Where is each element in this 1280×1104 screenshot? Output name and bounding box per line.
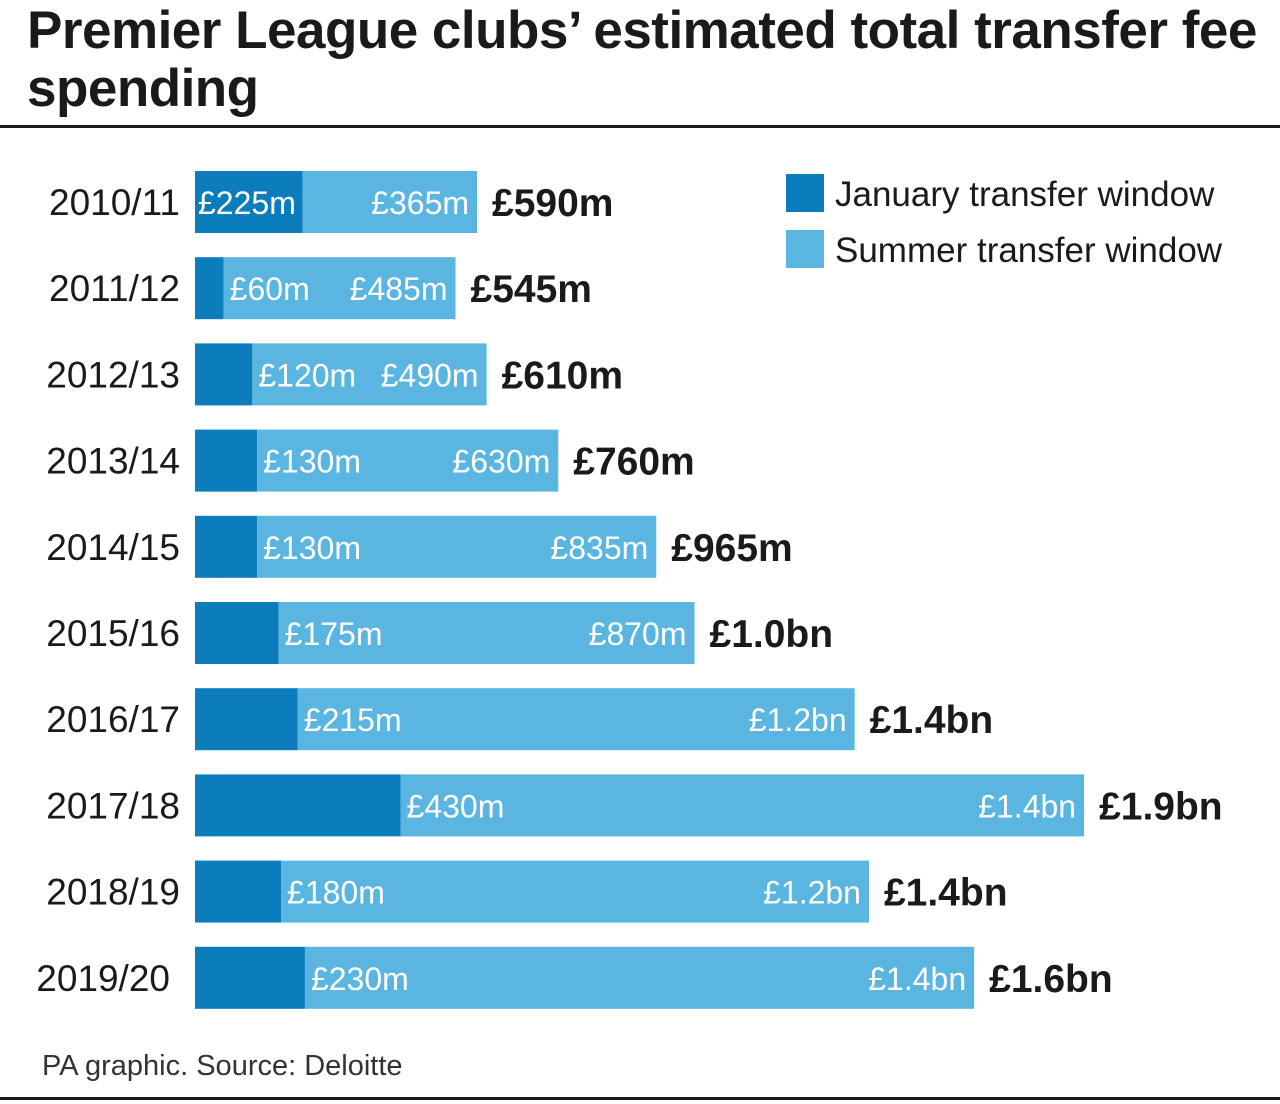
data-label-summer: £490m bbox=[381, 357, 479, 393]
data-label-summer: £1.2bn bbox=[763, 875, 861, 911]
category-label: 2012/13 bbox=[46, 354, 180, 395]
data-label-total: £1.0bn bbox=[710, 613, 834, 656]
data-label-january: £120m bbox=[258, 357, 356, 393]
bar-summer bbox=[257, 515, 657, 578]
bottom-rule bbox=[0, 1097, 1280, 1100]
data-label-total: £965m bbox=[671, 527, 792, 570]
category-label: 2010/11 bbox=[49, 182, 180, 223]
bar-summer bbox=[400, 774, 1085, 837]
source-note: PA graphic. Source: Deloitte bbox=[42, 1050, 403, 1082]
data-label-total: £1.6bn bbox=[989, 958, 1113, 1001]
category-label: 2018/19 bbox=[46, 872, 180, 913]
bar-january bbox=[195, 257, 224, 320]
data-label-january: £175m bbox=[285, 616, 383, 652]
data-label-total: £760m bbox=[573, 441, 694, 484]
data-label-total: £545m bbox=[471, 268, 592, 311]
bar-january bbox=[195, 946, 305, 1009]
legend: January transfer window Summer transfer … bbox=[786, 174, 1223, 270]
data-label-summer: £1.4bn bbox=[978, 788, 1076, 824]
chart-title: Premier League clubs’ estimated total tr… bbox=[27, 1, 1257, 118]
bar-january bbox=[195, 688, 298, 751]
data-label-total: £610m bbox=[502, 354, 623, 397]
data-label-summer: £870m bbox=[589, 616, 687, 652]
legend-label-summer: Summer transfer window bbox=[835, 231, 1223, 270]
bar-january bbox=[195, 429, 258, 492]
data-label-total: £1.9bn bbox=[1099, 785, 1223, 828]
data-label-summer: £630m bbox=[452, 444, 550, 480]
data-label-summer: £1.4bn bbox=[868, 961, 966, 997]
data-label-total: £1.4bn bbox=[870, 699, 994, 742]
bar-summer bbox=[257, 429, 559, 492]
data-label-total: £1.4bn bbox=[884, 872, 1008, 915]
category-label: 2013/14 bbox=[46, 441, 180, 482]
data-label-summer: £365m bbox=[371, 185, 469, 221]
data-label-january: £230m bbox=[311, 961, 409, 997]
data-label-january: £180m bbox=[287, 875, 385, 911]
bar-summer bbox=[223, 257, 456, 320]
title-rule bbox=[0, 125, 1280, 128]
bar-summer bbox=[304, 946, 975, 1009]
data-label-january: £225m bbox=[198, 185, 296, 221]
legend-swatch-summer bbox=[786, 230, 824, 268]
category-label: 2011/12 bbox=[49, 268, 180, 309]
bar-january bbox=[195, 343, 253, 406]
legend-label-january: January transfer window bbox=[835, 175, 1215, 214]
bar-summer bbox=[278, 602, 695, 664]
category-label: 2019/20 bbox=[36, 958, 170, 999]
bar-summer bbox=[252, 343, 487, 406]
category-label: 2015/16 bbox=[46, 613, 180, 654]
bar-january bbox=[195, 860, 282, 923]
data-label-january: £430m bbox=[407, 788, 505, 824]
data-label-summer: £1.2bn bbox=[749, 702, 847, 738]
bar-january bbox=[195, 171, 303, 233]
data-label-january: £215m bbox=[304, 702, 402, 738]
bar-january bbox=[195, 774, 401, 837]
data-label-summer: £835m bbox=[550, 530, 648, 566]
data-label-total: £590m bbox=[492, 182, 613, 225]
legend-swatch-january bbox=[786, 174, 824, 212]
data-label-summer: £485m bbox=[350, 271, 448, 307]
category-label: 2016/17 bbox=[46, 699, 180, 740]
bar-summer bbox=[297, 688, 855, 751]
bar-summer bbox=[281, 860, 869, 923]
category-label: 2014/15 bbox=[46, 527, 180, 568]
data-label-january: £130m bbox=[263, 444, 361, 480]
category-label: 2017/18 bbox=[46, 785, 180, 826]
bar-summer bbox=[302, 171, 478, 233]
data-label-january: £60m bbox=[230, 271, 310, 307]
bar-january bbox=[195, 602, 279, 664]
data-label-january: £130m bbox=[263, 530, 361, 566]
bar-january bbox=[195, 515, 258, 578]
